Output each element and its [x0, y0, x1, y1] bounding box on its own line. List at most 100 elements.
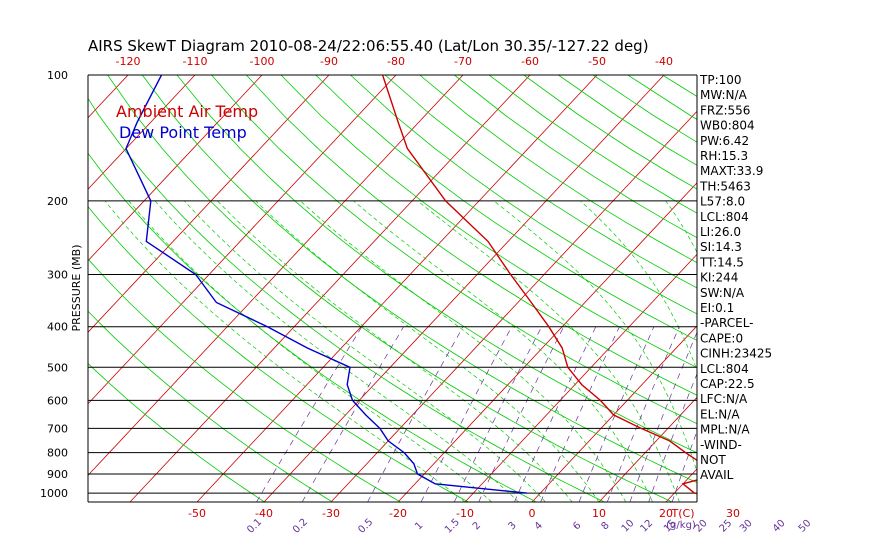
isotherm-line — [464, 253, 697, 502]
chart-title: AIRS SkewT Diagram 2010-08-24/22:06:55.4… — [88, 37, 649, 55]
mixing-ratio-line — [807, 327, 857, 502]
mixing-ratio-label: 4 — [533, 520, 545, 532]
isotherm-line — [196, 75, 598, 502]
stability-index-label: TH:5463 — [699, 179, 751, 193]
moist-adiabat-line — [353, 200, 653, 502]
stability-index-label: TT:14.5 — [699, 255, 744, 269]
mixing-ratio-line — [367, 326, 464, 502]
temperature-profile-line — [381, 75, 697, 495]
pressure-tick-label: 400 — [47, 321, 68, 334]
stability-index-label: LCL:804 — [700, 362, 749, 376]
stability-index-label: MW:N/A — [700, 88, 748, 102]
dry-adiabat-line — [662, 75, 697, 98]
mixing-ratio-label: 40 — [771, 518, 788, 535]
isotherm-line — [397, 182, 697, 502]
grid-layer — [88, 75, 870, 502]
dry-adiabat-line — [88, 362, 265, 502]
bottom-temp-tick-label: -10 — [456, 507, 474, 520]
dewpoint-profile-line — [125, 75, 527, 494]
stability-index-label: CAP:22.5 — [700, 377, 755, 391]
mixing-ratio-label: 25 — [718, 518, 735, 535]
dry-adiabat-line — [88, 310, 333, 502]
dry-adiabat-line — [88, 205, 469, 502]
stability-index-label: SI:14.3 — [700, 240, 742, 254]
pressure-tick-label: 800 — [47, 447, 68, 460]
dry-adiabat-line — [176, 75, 697, 454]
pressure-tick-label: 900 — [47, 468, 68, 481]
stability-index-label: EI:0.1 — [700, 301, 734, 315]
dry-adiabat-line — [488, 75, 697, 214]
stability-index-label: PW:6.42 — [700, 134, 749, 148]
top-temp-tick-label: -70 — [454, 55, 472, 68]
isobar-layer: 100 200 300 400 500 600 700 800 900 1000 — [40, 69, 697, 500]
bottom-temp-tick-label: 20 — [659, 507, 673, 520]
moist-adiabat-line — [104, 200, 466, 502]
stability-index-label: EL:N/A — [700, 407, 740, 421]
dry-adiabat-line — [280, 75, 697, 368]
mixing-ratio-label: 6 — [571, 520, 583, 532]
top-temp-tick-label: -80 — [387, 55, 405, 68]
top-temp-tick-label: -40 — [655, 55, 673, 68]
stability-index-label: RH:15.3 — [700, 149, 748, 163]
moist-adiabat-line — [300, 200, 627, 502]
dry-adiabat-line — [732, 75, 870, 502]
top-temp-tick-label: -110 — [183, 55, 208, 68]
dry-adiabat-line — [211, 75, 697, 425]
stability-index-label: KI:244 — [700, 271, 738, 285]
mixing-ratio-label: 0.2 — [291, 517, 310, 536]
stability-index-label: -PARCEL- — [700, 316, 754, 330]
isotherm-line — [88, 75, 464, 476]
pressure-tick-label: 600 — [47, 394, 68, 407]
mixing-ratio-line — [629, 331, 697, 502]
mixing-ratio-label: 30 — [738, 518, 755, 535]
mixing-ratio-label: 10 — [620, 518, 637, 535]
top-temp-tick-label: -100 — [250, 55, 275, 68]
mixing-ratio-line — [420, 326, 513, 502]
y-axis-label: PRESSURE (MB) — [70, 245, 83, 332]
mixing-ratio-line — [256, 326, 363, 502]
mixing-ratio-line — [514, 326, 597, 502]
isotherm-line — [88, 75, 330, 333]
moist-adiabat-line — [154, 200, 519, 502]
isotherm-line — [88, 75, 397, 405]
stability-index-label: CINH:23425 — [700, 347, 772, 361]
dry-adiabat-line — [767, 75, 870, 502]
stability-index-label: LCL:804 — [700, 210, 749, 224]
mixing-ratio-line — [540, 326, 620, 502]
mixing-ratio-line — [781, 327, 834, 502]
stability-index-label: LI:26.0 — [700, 225, 741, 239]
mixing-ratio-label: 0.5 — [356, 517, 375, 536]
mixing-ratio-label: 12 — [639, 518, 656, 535]
stability-index-label: LFC:N/A — [700, 392, 748, 406]
stability-index-label: FRZ:556 — [700, 103, 750, 117]
stability-index-label: MAXT:33.9 — [700, 164, 763, 178]
bottom-temp-unit: T(C) — [671, 507, 695, 520]
mixing-ratio-unit: (g/kg) — [666, 520, 696, 531]
isotherm-line — [88, 75, 129, 119]
mixing-ratio-line — [648, 372, 697, 502]
isotherm-line — [800, 75, 870, 502]
bottom-temp-tick-label: -50 — [188, 507, 206, 520]
bottom-temp-tick-label: 0 — [529, 507, 536, 520]
dry-adiabat-line — [836, 75, 870, 502]
dry-adiabat-line — [88, 258, 401, 502]
mixing-ratio-line — [453, 326, 543, 502]
dry-adiabat-line — [107, 75, 673, 502]
pressure-tick-label: 100 — [47, 69, 68, 82]
stability-index-label: SW:N/A — [700, 286, 745, 300]
bottom-temp-tick-label: -40 — [255, 507, 273, 520]
mixing-ratio-line — [478, 326, 565, 502]
isotherm-line — [88, 75, 196, 190]
moist-adiabat-line — [184, 200, 546, 502]
mixing-ratio-line — [671, 430, 697, 502]
mixing-ratio-label: 50 — [797, 518, 814, 535]
moist-adiabat-line — [255, 200, 600, 502]
moist-adiabat-line — [217, 200, 573, 502]
dry-adiabat-line — [246, 75, 697, 396]
dry-adiabat-line — [801, 75, 870, 502]
isotherm-line — [263, 75, 665, 502]
bottom-temp-tick-label: -20 — [389, 507, 407, 520]
isotherm-line — [330, 110, 697, 502]
